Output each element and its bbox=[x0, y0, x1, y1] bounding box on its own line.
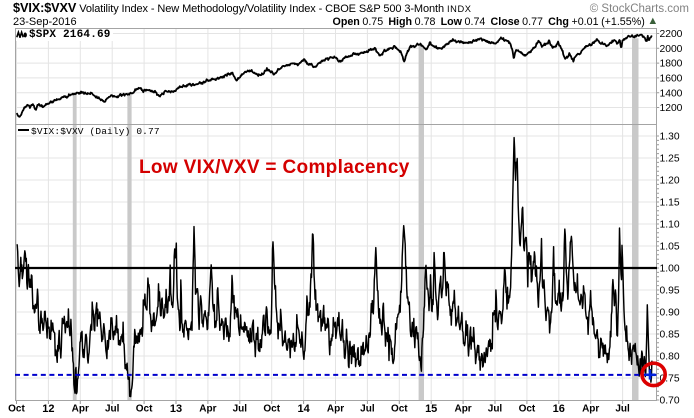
svg-text:14: 14 bbox=[297, 403, 310, 415]
svg-text:0.70: 0.70 bbox=[660, 396, 680, 407]
svg-text:Apr: Apr bbox=[199, 404, 216, 415]
svg-text:Oct: Oct bbox=[519, 404, 536, 415]
svg-text:Jul: Jul bbox=[105, 404, 120, 415]
svg-text:1.00: 1.00 bbox=[660, 264, 680, 275]
svg-text:1.15: 1.15 bbox=[660, 198, 680, 209]
svg-text:Oct: Oct bbox=[263, 404, 280, 415]
svg-text:2200: 2200 bbox=[660, 29, 683, 40]
svg-text:Oct: Oct bbox=[8, 404, 25, 415]
svg-text:1.30: 1.30 bbox=[660, 132, 680, 143]
svg-text:0.95: 0.95 bbox=[660, 286, 680, 297]
svg-text:Jul: Jul bbox=[233, 404, 248, 415]
svg-text:Jul: Jul bbox=[360, 404, 375, 415]
svg-text:1.05: 1.05 bbox=[660, 242, 680, 253]
svg-text:0.75: 0.75 bbox=[660, 374, 680, 385]
svg-text:2000: 2000 bbox=[660, 44, 683, 55]
svg-text:1200: 1200 bbox=[660, 103, 683, 114]
svg-text:Oct: Oct bbox=[136, 404, 153, 415]
svg-text:13: 13 bbox=[170, 403, 182, 415]
svg-text:12: 12 bbox=[42, 403, 54, 415]
svg-text:15: 15 bbox=[425, 403, 437, 415]
svg-text:Jul: Jul bbox=[488, 404, 503, 415]
svg-text:Apr: Apr bbox=[72, 404, 89, 415]
svg-text:Oct: Oct bbox=[391, 404, 408, 415]
svg-text:1.20: 1.20 bbox=[660, 176, 680, 187]
svg-text:0.90: 0.90 bbox=[660, 308, 680, 319]
svg-text:Apr: Apr bbox=[454, 404, 471, 415]
svg-text:Jul: Jul bbox=[615, 404, 630, 415]
svg-text:0.85: 0.85 bbox=[660, 330, 680, 341]
svg-text:1600: 1600 bbox=[660, 74, 683, 85]
svg-text:1.10: 1.10 bbox=[660, 220, 680, 231]
svg-text:1800: 1800 bbox=[660, 59, 683, 70]
svg-text:16: 16 bbox=[553, 403, 565, 415]
svg-text:0.80: 0.80 bbox=[660, 352, 680, 363]
svg-text:Apr: Apr bbox=[327, 404, 344, 415]
svg-text:1400: 1400 bbox=[660, 88, 683, 99]
svg-text:Apr: Apr bbox=[582, 404, 599, 415]
svg-text:1.25: 1.25 bbox=[660, 154, 680, 165]
